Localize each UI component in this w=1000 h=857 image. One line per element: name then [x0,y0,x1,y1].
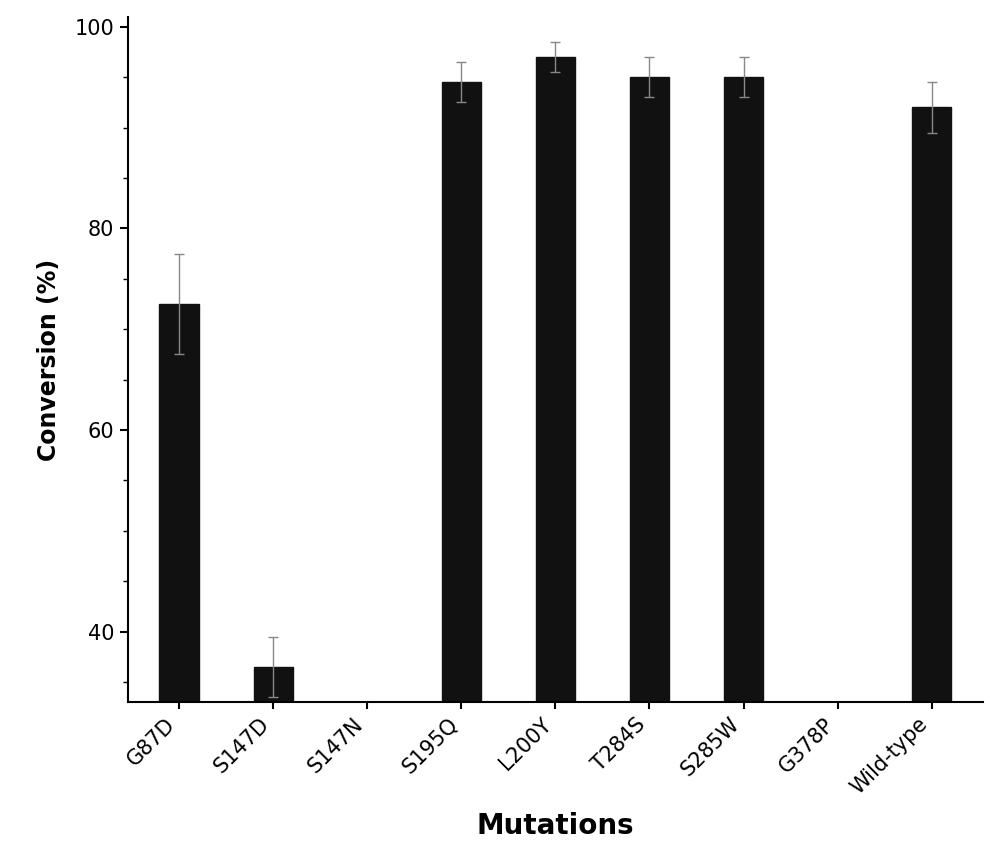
Bar [159,304,199,857]
Bar [536,57,575,857]
Bar [630,77,669,857]
Bar [442,82,481,857]
Bar [254,667,293,857]
Bar [912,107,951,857]
X-axis label: Mutations: Mutations [477,812,634,841]
Y-axis label: Conversion (%): Conversion (%) [37,259,61,460]
Bar [724,77,763,857]
